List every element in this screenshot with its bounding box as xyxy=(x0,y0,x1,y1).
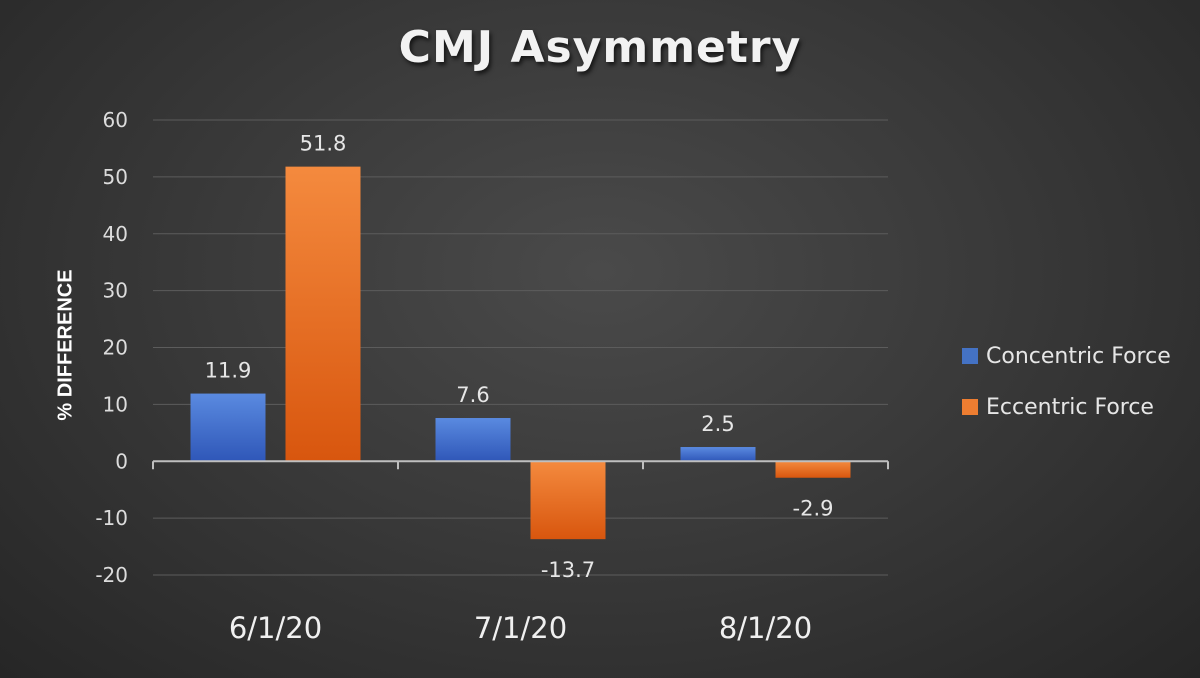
y-tick-label: -20 xyxy=(95,563,128,587)
data-label: -2.9 xyxy=(793,497,834,521)
x-tick-label: 8/1/20 xyxy=(719,611,812,645)
y-tick-label: 50 xyxy=(103,165,128,189)
legend-label-concentric: Concentric Force xyxy=(986,343,1171,369)
data-label: 11.9 xyxy=(205,359,252,383)
bar-concentric xyxy=(190,393,266,462)
x-tick-label: 6/1/20 xyxy=(229,611,322,645)
chart-title: CMJ Asymmetry xyxy=(398,22,802,73)
y-tick-label: 30 xyxy=(103,279,128,303)
y-tick-label: 10 xyxy=(103,392,128,416)
bar-concentric xyxy=(435,418,511,462)
bar-concentric xyxy=(680,447,756,462)
data-label: 51.8 xyxy=(300,132,347,156)
bar-eccentric xyxy=(285,166,361,462)
bar-eccentric xyxy=(775,461,851,478)
y-tick-label: 60 xyxy=(103,108,128,132)
bar-eccentric xyxy=(530,461,606,540)
legend-swatch-eccentric xyxy=(962,399,978,415)
data-label: -13.7 xyxy=(541,558,595,582)
y-tick-label: 0 xyxy=(115,449,128,473)
legend-item-eccentric: Eccentric Force xyxy=(962,393,1171,421)
legend-item-concentric: Concentric Force xyxy=(962,342,1171,370)
legend: Concentric Force Eccentric Force xyxy=(962,342,1171,444)
y-tick-label: 20 xyxy=(103,336,128,360)
y-tick-label: 40 xyxy=(103,222,128,246)
x-tick-label: 7/1/20 xyxy=(474,611,567,645)
data-label: 7.6 xyxy=(456,383,489,407)
legend-label-eccentric: Eccentric Force xyxy=(986,394,1154,420)
data-label: 2.5 xyxy=(701,412,734,436)
legend-swatch-concentric xyxy=(962,348,978,364)
y-tick-label: -10 xyxy=(95,506,128,530)
